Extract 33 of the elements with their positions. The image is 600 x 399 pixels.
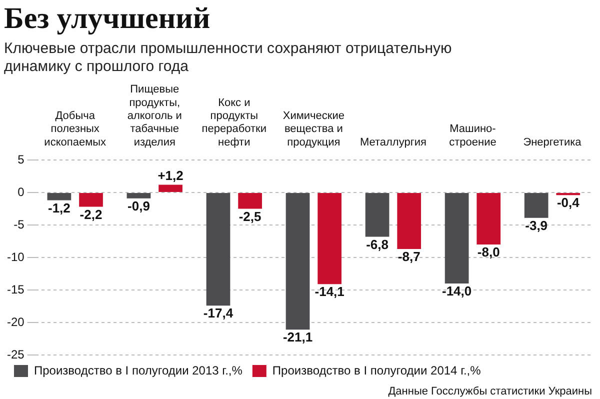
- x-tick-label: Пищевые продукты, алкоголь и табачные изделия: [127, 84, 182, 148]
- data-label: -8,0: [477, 244, 500, 260]
- x-tick-label: Добыча полезных ископаемых: [44, 110, 107, 148]
- data-label: -14,0: [442, 284, 472, 299]
- chart-subtitle: Ключевые отрасли промышленности сохраняют отрицательную динамику с прошлого года: [4, 40, 452, 76]
- x-tick-label: Химические вещества и продукция: [282, 110, 344, 148]
- y-tick-label: -15: [7, 282, 25, 296]
- x-tick-label: Кокс и продукты переработки нефти: [202, 96, 267, 148]
- x-tick-label: Энергетика: [523, 136, 582, 148]
- x-tick-label: Машино-строение: [449, 123, 496, 148]
- legend-label: Производство в I полугодии 2014 г.,%: [272, 363, 482, 378]
- y-tick-label: -10: [7, 250, 25, 264]
- y-tick-label: -5: [14, 217, 25, 232]
- text: Данные Госслужбы статистики Украины: [388, 386, 592, 398]
- data-label: -6,8: [366, 236, 388, 252]
- chart-title: Без улучшений: [4, 2, 210, 35]
- y-tick-label: 0: [18, 184, 25, 199]
- data-label: -3,9: [525, 218, 548, 233]
- y-tick-label: -20: [7, 314, 25, 329]
- data-label: -21,1: [282, 330, 313, 345]
- legend-label: Производство в I полугодии 2013 г.,%: [34, 363, 243, 378]
- x-tick-label: Металлургия: [360, 136, 426, 148]
- data-label: -14,1: [314, 284, 344, 300]
- data-label: -0,4: [556, 195, 580, 210]
- data-label: -17,4: [203, 306, 234, 321]
- data-label: -0,9: [128, 198, 150, 214]
- data-label: -2,2: [80, 206, 102, 222]
- data-label: -8,7: [398, 249, 420, 264]
- data-label: -1,2: [48, 200, 70, 216]
- y-tick-label: -25: [7, 347, 25, 362]
- data-label: +1,2: [158, 168, 184, 183]
- y-tick-label: 5: [18, 152, 25, 166]
- data-label: -2,5: [238, 208, 262, 224]
